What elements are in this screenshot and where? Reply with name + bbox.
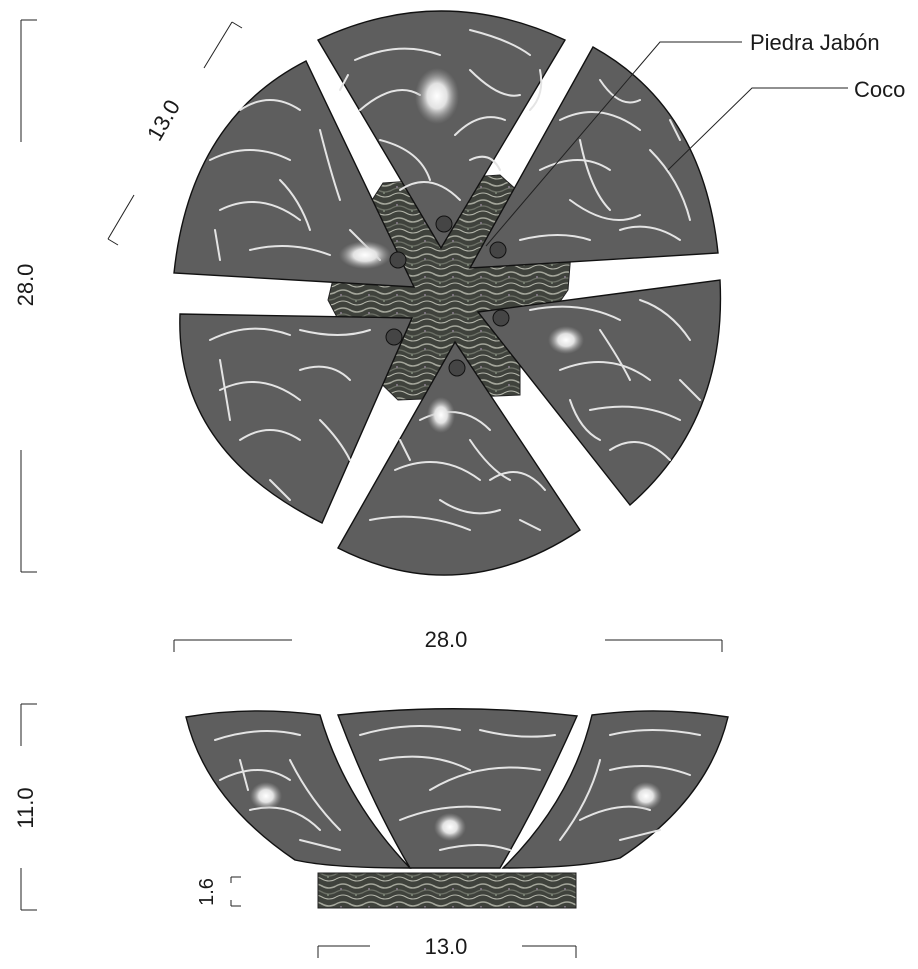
side-shell-center (337, 708, 579, 869)
dim-piece-edge (107, 21, 243, 246)
shell-segment-upper-right (468, 46, 719, 269)
shell-segment-upper-left (173, 60, 416, 288)
coconut-leader (667, 87, 848, 171)
top-view (173, 10, 722, 576)
soapstone-label: Piedra Jabón (750, 30, 880, 55)
dim-base-height (230, 876, 241, 907)
side-shell-left (185, 710, 412, 869)
dim-top-width (173, 639, 723, 652)
dim-base-height-label: 1.6 (196, 878, 218, 906)
shell-segment-lower-right (476, 279, 722, 507)
dim-top-width-label: 28.0 (425, 627, 468, 652)
side-shell-right (501, 710, 729, 869)
dim-base-width-label: 13.0 (425, 934, 468, 959)
coconut-label: Coco (854, 77, 905, 102)
soapstone-base (317, 872, 577, 909)
dim-side-height (20, 703, 37, 911)
dim-side-height-label: 11.0 (13, 787, 38, 828)
soapstone-leader (485, 41, 742, 247)
shell-segment-top (317, 10, 566, 250)
dim-top-height-label: 28.0 (13, 264, 38, 307)
dim-piece-edge-label: 13.0 (142, 95, 185, 145)
side-view (185, 708, 729, 909)
shell-segment-lower-left (179, 313, 414, 524)
dim-base-width (317, 945, 577, 958)
callout-leaders (485, 41, 848, 247)
shell-segment-bottom (337, 340, 581, 576)
dim-top-height (20, 19, 37, 573)
